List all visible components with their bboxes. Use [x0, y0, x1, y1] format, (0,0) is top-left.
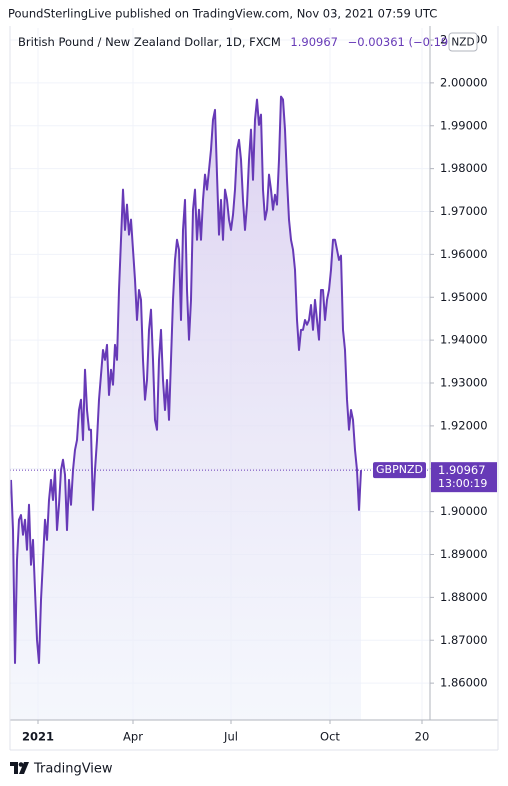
symbol-label: GBPNZD: [376, 463, 423, 476]
y-tick-label: 1.90000: [440, 504, 488, 518]
price-badge: [431, 462, 497, 493]
y-tick-label: 1.98000: [440, 161, 488, 175]
brand: TradingView: [33, 762, 113, 777]
y-tick-label: 1.86000: [440, 676, 488, 690]
currency-badge[interactable]: [448, 32, 478, 52]
legend-last: 1.90967: [290, 35, 338, 49]
area-fill: [11, 96, 361, 721]
y-tick-label: 1.94000: [440, 333, 488, 347]
y-tick-label: 1.96000: [440, 247, 488, 261]
x-tick-label: Apr: [123, 730, 143, 744]
plot: [10, 95, 430, 721]
y-tick-label: 1.95000: [440, 290, 488, 304]
y-tick-label: 1.93000: [440, 376, 488, 390]
x-tick-label: Oct: [320, 730, 340, 744]
y-tick-label: 1.88000: [440, 590, 488, 604]
x-tick-label: 2021: [22, 730, 54, 744]
y-tick-label: 1.92000: [440, 418, 488, 432]
y-tick-label: 1.87000: [440, 633, 488, 647]
x-tick-label: Jul: [223, 730, 238, 744]
y-tick-label: 1.99000: [440, 118, 488, 132]
countdown-label: 13:00:19: [438, 477, 487, 490]
x-tick-label: 20: [415, 730, 430, 744]
y-tick-label: 1.89000: [440, 547, 488, 561]
publisher: PoundSterlingLive published on TradingVi…: [8, 7, 437, 21]
brand-logo: [10, 762, 29, 774]
y-tick-label: 2.00000: [440, 75, 488, 89]
symbol-badge: [373, 462, 426, 479]
legend-change: −0.00361 (−0.19%): [348, 35, 464, 49]
legend: British Pound / New Zealand Dollar, 1D, …: [18, 35, 464, 49]
symbol-title: British Pound / New Zealand Dollar, 1D, …: [18, 35, 281, 49]
currency-label: NZD: [451, 37, 474, 49]
price-label: 1.90967: [438, 463, 486, 477]
price-line: [10, 95, 362, 664]
y-tick-label: 1.97000: [440, 204, 488, 218]
